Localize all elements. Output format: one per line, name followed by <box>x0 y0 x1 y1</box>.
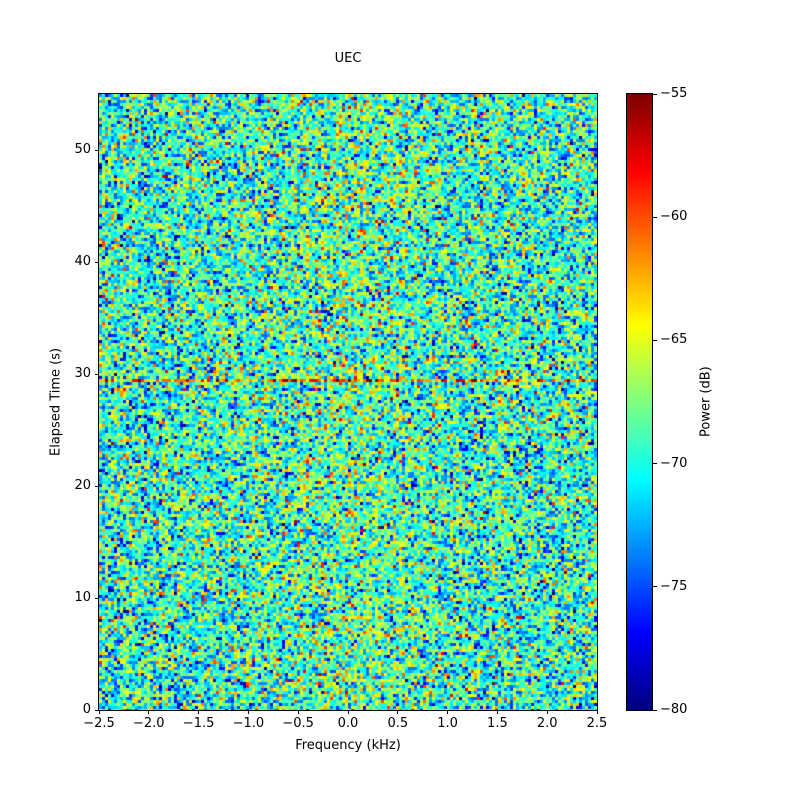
x-tick-mark <box>546 710 548 714</box>
y-tick-mark <box>95 709 99 711</box>
x-tick-mark <box>198 710 200 714</box>
x-tick-mark <box>397 710 399 714</box>
y-tick-label: 0 <box>82 702 91 717</box>
y-tick-label: 40 <box>74 254 91 269</box>
x-tick-mark <box>496 710 498 714</box>
y-tick-label: 10 <box>74 590 91 605</box>
x-tick-label: 0.5 <box>387 716 409 731</box>
colorbar-gradient-canvas <box>627 94 652 710</box>
x-tick-mark <box>447 710 449 714</box>
y-tick-mark <box>95 149 99 151</box>
y-axis-label: Elapsed Time (s) <box>48 347 64 457</box>
x-tick-label: 1.0 <box>437 716 458 731</box>
x-tick-label: −2.5 <box>83 716 115 731</box>
y-tick-mark <box>95 597 99 599</box>
x-tick-label: −2.0 <box>133 716 165 731</box>
x-tick-mark <box>347 710 349 714</box>
colorbar-tick-mark <box>653 216 657 218</box>
colorbar-tick-mark <box>653 339 657 341</box>
y-tick-mark <box>95 373 99 375</box>
y-tick-label: 20 <box>74 478 91 493</box>
colorbar-tick-mark <box>653 463 657 465</box>
y-tick-label: 30 <box>74 366 91 381</box>
x-tick-label: −1.0 <box>232 716 265 731</box>
x-tick-mark <box>247 710 249 714</box>
colorbar-tick-label: −80 <box>660 702 688 717</box>
y-tick-mark <box>95 261 99 263</box>
x-tick-mark <box>98 710 100 714</box>
x-tick-label: −1.5 <box>182 716 215 731</box>
colorbar-tick-label: −70 <box>660 455 688 471</box>
y-tick-label: 50 <box>74 142 91 157</box>
x-tick-label: 2.0 <box>536 716 558 731</box>
x-tick-mark <box>297 710 299 714</box>
x-tick-mark <box>596 710 598 714</box>
x-tick-label: −0.5 <box>282 716 314 731</box>
y-tick-mark <box>95 485 99 487</box>
x-tick-label: 2.5 <box>586 716 608 731</box>
x-tick-mark <box>148 710 150 714</box>
spectrogram-heatmap-canvas <box>99 94 597 710</box>
colorbar <box>626 93 653 711</box>
colorbar-tick-label: −60 <box>660 209 688 225</box>
colorbar-tick-mark <box>653 586 657 588</box>
x-tick-label: 0.0 <box>337 716 359 731</box>
colorbar-tick-label: −75 <box>660 578 688 594</box>
x-axis-label: Frequency (kHz) <box>295 738 401 753</box>
colorbar-tick-mark <box>653 93 657 95</box>
colorbar-label: Power (dB) <box>698 366 714 438</box>
x-tick-label: 1.5 <box>487 716 508 731</box>
chart-title: UEC <box>334 51 362 66</box>
colorbar-tick-mark <box>653 709 657 711</box>
colorbar-tick-label: −65 <box>660 332 688 348</box>
spectrogram-plot-area <box>98 93 598 711</box>
colorbar-tick-label: −55 <box>660 86 688 101</box>
